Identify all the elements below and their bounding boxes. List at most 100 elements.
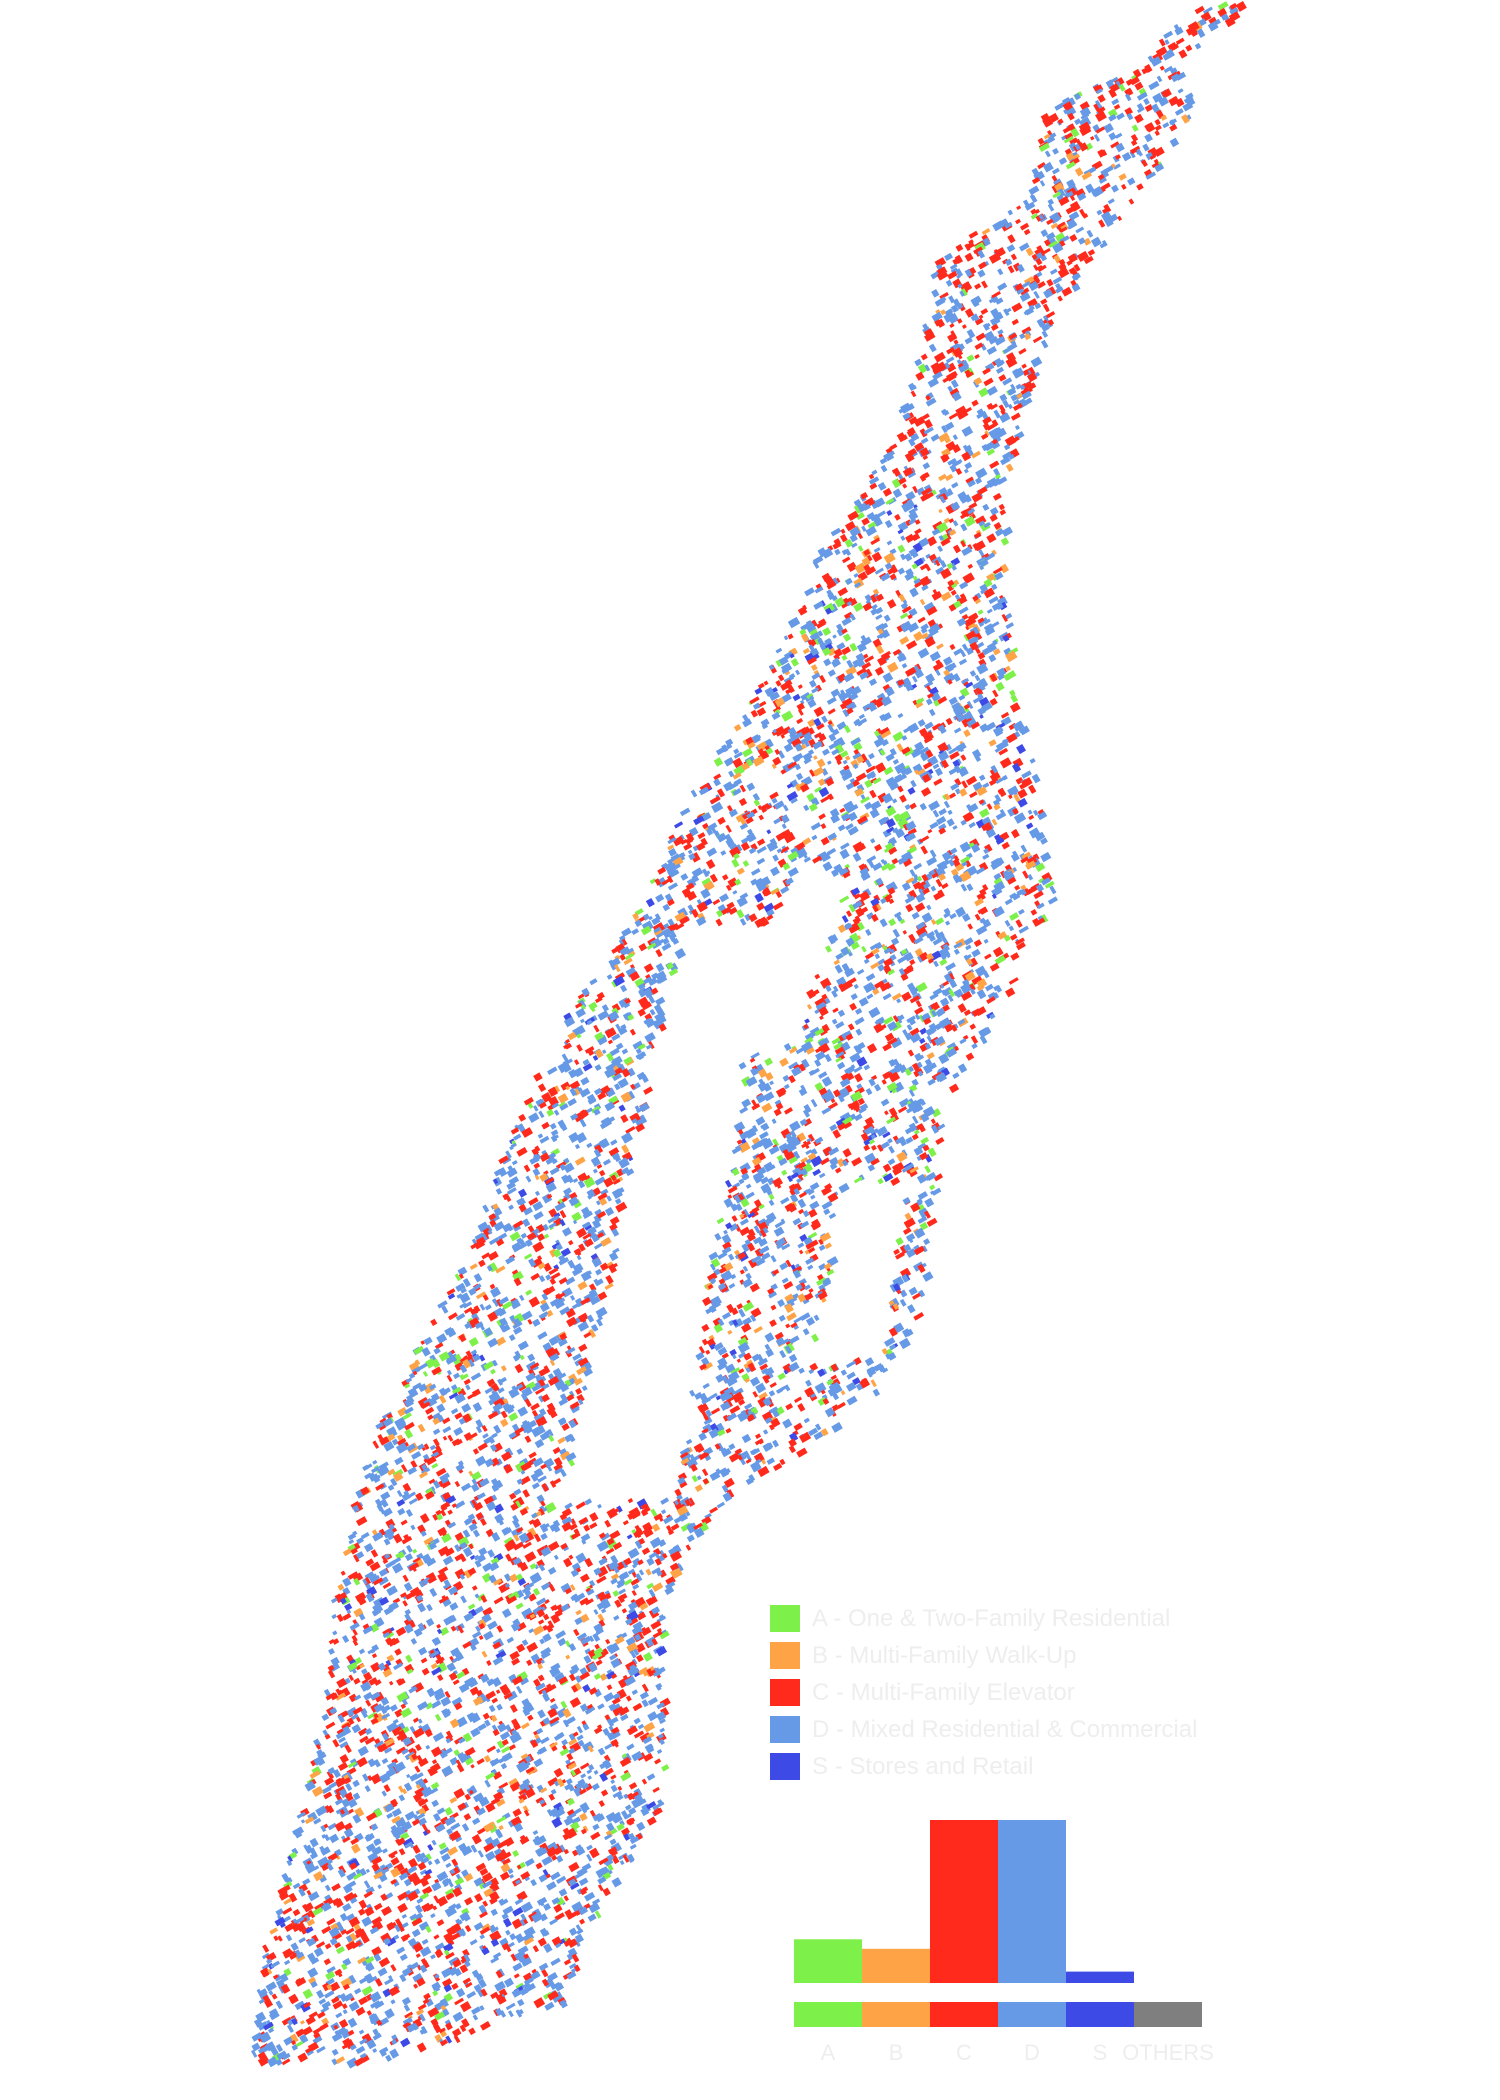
building-block	[1019, 333, 1026, 340]
building-block	[1229, 2, 1238, 10]
building-block	[1178, 49, 1188, 59]
building-block	[842, 633, 852, 642]
building-block	[764, 1057, 774, 1067]
building-block	[1109, 76, 1119, 84]
building-block	[1095, 88, 1103, 95]
building-block	[825, 945, 832, 953]
building-block	[788, 1445, 796, 1454]
building-block	[831, 1422, 843, 1433]
building-block	[1027, 873, 1034, 881]
building-block	[1235, 0, 1247, 12]
building-block	[1161, 88, 1172, 99]
building-block	[840, 842, 850, 850]
building-block	[984, 983, 994, 992]
building-block	[731, 1215, 738, 1222]
building-block	[978, 387, 989, 398]
building-block	[833, 959, 841, 966]
building-block	[690, 789, 698, 798]
building-block	[516, 1146, 528, 1157]
building-block	[924, 1197, 935, 1208]
building-block	[870, 1379, 877, 1388]
building-block	[885, 498, 895, 505]
building-block	[931, 590, 943, 601]
building-block	[911, 1133, 919, 1141]
building-block	[733, 724, 742, 732]
building-block	[938, 535, 944, 541]
building-block	[1016, 743, 1026, 755]
building-block	[451, 1438, 461, 1447]
building-block	[655, 893, 665, 903]
building-block	[960, 540, 967, 548]
building-block	[875, 614, 883, 621]
building-block	[1071, 185, 1079, 193]
building-block	[1048, 112, 1059, 123]
building-block	[756, 857, 766, 865]
building-block	[771, 1118, 777, 1124]
building-block	[958, 354, 963, 360]
building-block	[620, 1114, 629, 1123]
building-block	[595, 1268, 603, 1276]
building-block	[674, 948, 686, 960]
building-block	[984, 626, 996, 636]
building-block	[809, 1200, 820, 1210]
building-block	[702, 1382, 710, 1389]
building-block	[1091, 185, 1104, 198]
building-block	[1028, 784, 1037, 794]
building-block	[1194, 42, 1202, 50]
building-block	[482, 1204, 490, 1213]
building-block	[986, 448, 995, 456]
building-block	[446, 1288, 456, 1296]
building-block	[986, 385, 998, 396]
building-block	[804, 587, 815, 597]
building-block	[438, 1394, 447, 1404]
building-block	[908, 1286, 918, 1296]
building-block	[787, 867, 799, 878]
building-block	[866, 511, 876, 520]
building-block	[871, 469, 878, 476]
building-block	[454, 1500, 466, 1509]
building-block	[914, 1052, 923, 1062]
building-block	[1063, 135, 1074, 144]
building-block	[866, 1043, 878, 1054]
building-block	[484, 1458, 495, 1468]
building-block	[813, 600, 824, 610]
building-block	[712, 898, 721, 906]
building-block	[847, 510, 859, 522]
building-block	[528, 1112, 540, 1123]
building-block	[887, 566, 897, 575]
building-block	[982, 503, 990, 512]
building-block	[945, 962, 956, 972]
building-block	[1057, 295, 1063, 302]
building-block	[963, 468, 969, 474]
building-block	[952, 298, 961, 307]
building-block	[884, 1110, 889, 1116]
building-block	[1207, 21, 1219, 32]
building-block	[933, 351, 946, 363]
building-block	[548, 1541, 560, 1552]
building-block	[1015, 218, 1022, 225]
building-block	[921, 472, 929, 479]
building-block	[963, 634, 970, 642]
building-block	[978, 549, 985, 558]
building-block	[928, 800, 941, 812]
building-block	[623, 1578, 633, 1586]
building-block	[884, 519, 893, 529]
building-block	[529, 1572, 542, 1585]
building-block	[738, 797, 748, 807]
building-block	[620, 984, 628, 993]
building-block	[523, 1164, 531, 1173]
building-block	[907, 614, 913, 620]
building-block	[547, 1566, 557, 1575]
building-block	[621, 1144, 630, 1154]
building-block	[960, 512, 969, 520]
building-block	[984, 482, 993, 490]
building-block	[798, 708, 804, 716]
building-block	[938, 432, 950, 443]
building-block	[1115, 132, 1123, 139]
building-block	[460, 1373, 469, 1381]
building-block	[1131, 124, 1139, 132]
building-block	[1045, 310, 1056, 319]
building-block	[879, 457, 888, 465]
building-block	[1073, 263, 1081, 272]
building-block	[533, 1211, 544, 1221]
